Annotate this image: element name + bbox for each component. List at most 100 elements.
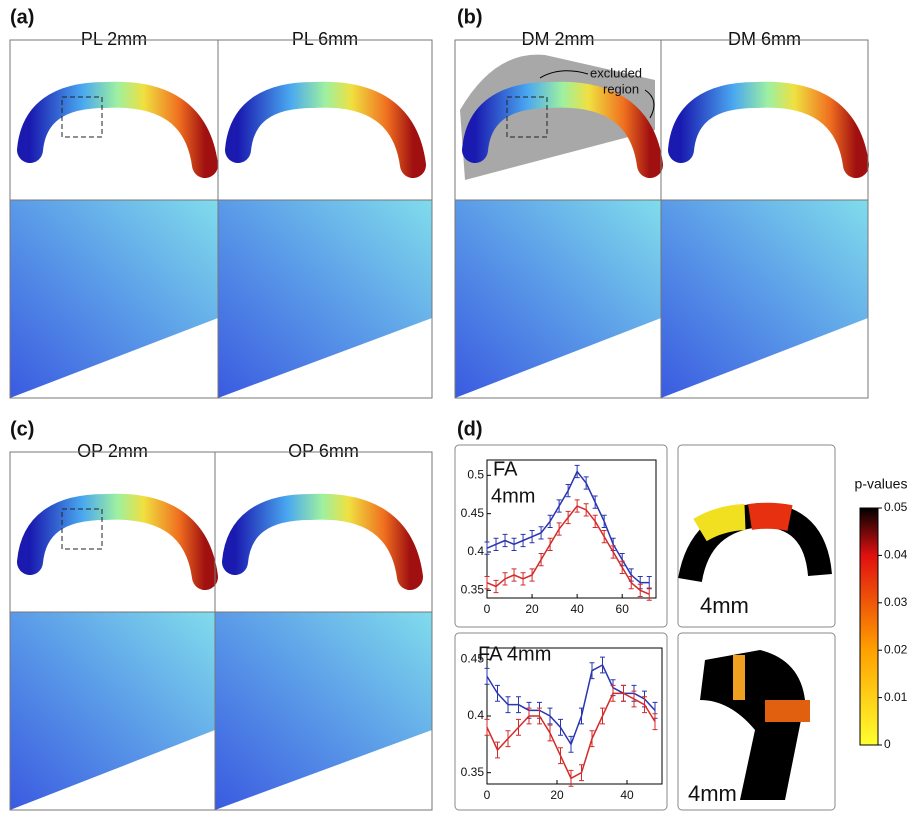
error-bar xyxy=(642,696,647,714)
x-tick-label: 20 xyxy=(525,602,539,616)
error-bar xyxy=(502,572,508,586)
error-bar xyxy=(583,503,589,517)
y-tick-label: 0.45 xyxy=(461,506,485,520)
x-tick-label: 0 xyxy=(484,788,491,802)
x-tick-label: 0 xyxy=(484,602,491,616)
error-bar xyxy=(589,662,595,680)
image-label: 4mm xyxy=(688,781,737,806)
error-bar xyxy=(529,568,535,582)
colorbar-tick-label: 0.04 xyxy=(884,548,908,562)
significant-band xyxy=(733,655,745,700)
colorbar-title: p-values xyxy=(855,476,908,492)
error-bar xyxy=(538,526,544,540)
colorbar-tick-label: 0.02 xyxy=(884,642,908,656)
error-bar xyxy=(589,730,595,748)
error-bar xyxy=(484,667,490,685)
y-tick-label: 0.45 xyxy=(461,652,485,666)
chart-frame xyxy=(454,444,668,628)
error-bar xyxy=(610,545,616,559)
y-tick-label: 0.35 xyxy=(461,765,485,779)
zoom-box xyxy=(506,96,548,138)
error-bar xyxy=(495,684,500,702)
error-bar xyxy=(610,684,616,702)
zoom-background xyxy=(455,318,661,398)
error-bar xyxy=(556,522,562,536)
error-bar xyxy=(579,764,584,782)
excluded-fibers xyxy=(460,54,655,180)
error-bar xyxy=(579,707,584,725)
annotation-arrow xyxy=(644,89,655,119)
panel-label: (b) xyxy=(457,6,483,28)
y-tick-label: 0.4 xyxy=(467,708,484,722)
error-bar xyxy=(646,587,652,601)
error-bar xyxy=(652,713,658,731)
error-bar xyxy=(520,572,526,586)
error-bar xyxy=(558,747,563,765)
error-bar xyxy=(565,484,571,498)
error-bar xyxy=(592,514,598,528)
zoom-background xyxy=(10,318,218,398)
error-bar xyxy=(484,576,490,590)
y-tick-label: 0.4 xyxy=(467,544,484,558)
error-bar xyxy=(547,707,553,725)
error-bar xyxy=(568,769,574,787)
error-bar xyxy=(619,560,625,574)
error-bar xyxy=(568,735,574,753)
fiber-bundle xyxy=(700,650,805,800)
panel-frame xyxy=(9,451,433,811)
panel-title: PL 6mm xyxy=(292,29,358,49)
panel-title: DM 6mm xyxy=(728,29,801,49)
plot-area xyxy=(486,459,657,599)
annotation: region xyxy=(603,81,639,96)
chart-subtitle: 4mm xyxy=(491,485,535,507)
panel-label: (a) xyxy=(10,6,34,28)
panel-title: DM 2mm xyxy=(522,29,595,49)
zoom-box xyxy=(61,96,103,138)
error-bar xyxy=(621,684,626,702)
chart-title: FA 4mm xyxy=(478,643,551,665)
error-bar xyxy=(601,514,607,528)
y-tick-label: 0.5 xyxy=(467,468,484,482)
error-bar xyxy=(601,530,607,544)
annotation: excluded xyxy=(590,65,642,80)
error-bar xyxy=(484,541,490,555)
x-tick-label: 60 xyxy=(616,602,630,616)
zoom-background xyxy=(218,318,432,398)
error-bar xyxy=(537,707,542,725)
error-bar xyxy=(511,537,517,551)
colorbar xyxy=(859,507,879,746)
panel-title: OP 2mm xyxy=(77,441,148,461)
error-bar xyxy=(516,696,521,714)
panel-title: PL 2mm xyxy=(81,29,147,49)
panel-title: OP 6mm xyxy=(288,441,359,461)
error-bar xyxy=(529,530,535,544)
colorbar-tick-label: 0.05 xyxy=(884,500,908,514)
error-bar xyxy=(637,583,643,597)
fiber-bundle xyxy=(17,493,218,590)
error-bar xyxy=(495,741,500,759)
panel-frame xyxy=(9,39,433,399)
error-bar xyxy=(574,464,580,479)
panel-label: (d) xyxy=(457,418,483,440)
error-bar xyxy=(547,514,553,528)
zoom-background xyxy=(10,730,215,810)
x-tick-label: 20 xyxy=(550,788,564,802)
image-label: 4mm xyxy=(700,593,749,618)
x-tick-label: 40 xyxy=(620,788,634,802)
error-bar xyxy=(556,499,562,513)
panel-label: (c) xyxy=(10,418,34,440)
error-bar xyxy=(600,707,605,725)
error-bar xyxy=(600,656,605,674)
error-bar xyxy=(516,718,521,736)
error-bar xyxy=(526,707,532,725)
colorbar-tick-label: 0 xyxy=(884,737,891,751)
annotation-arrow xyxy=(539,70,589,79)
significant-band xyxy=(765,700,810,722)
error-bar xyxy=(493,537,499,551)
chart-title: FA xyxy=(493,458,518,480)
fiber-bundle xyxy=(462,81,663,178)
x-tick-label: 40 xyxy=(570,602,584,616)
colorbar-tick-label: 0.01 xyxy=(884,690,908,704)
